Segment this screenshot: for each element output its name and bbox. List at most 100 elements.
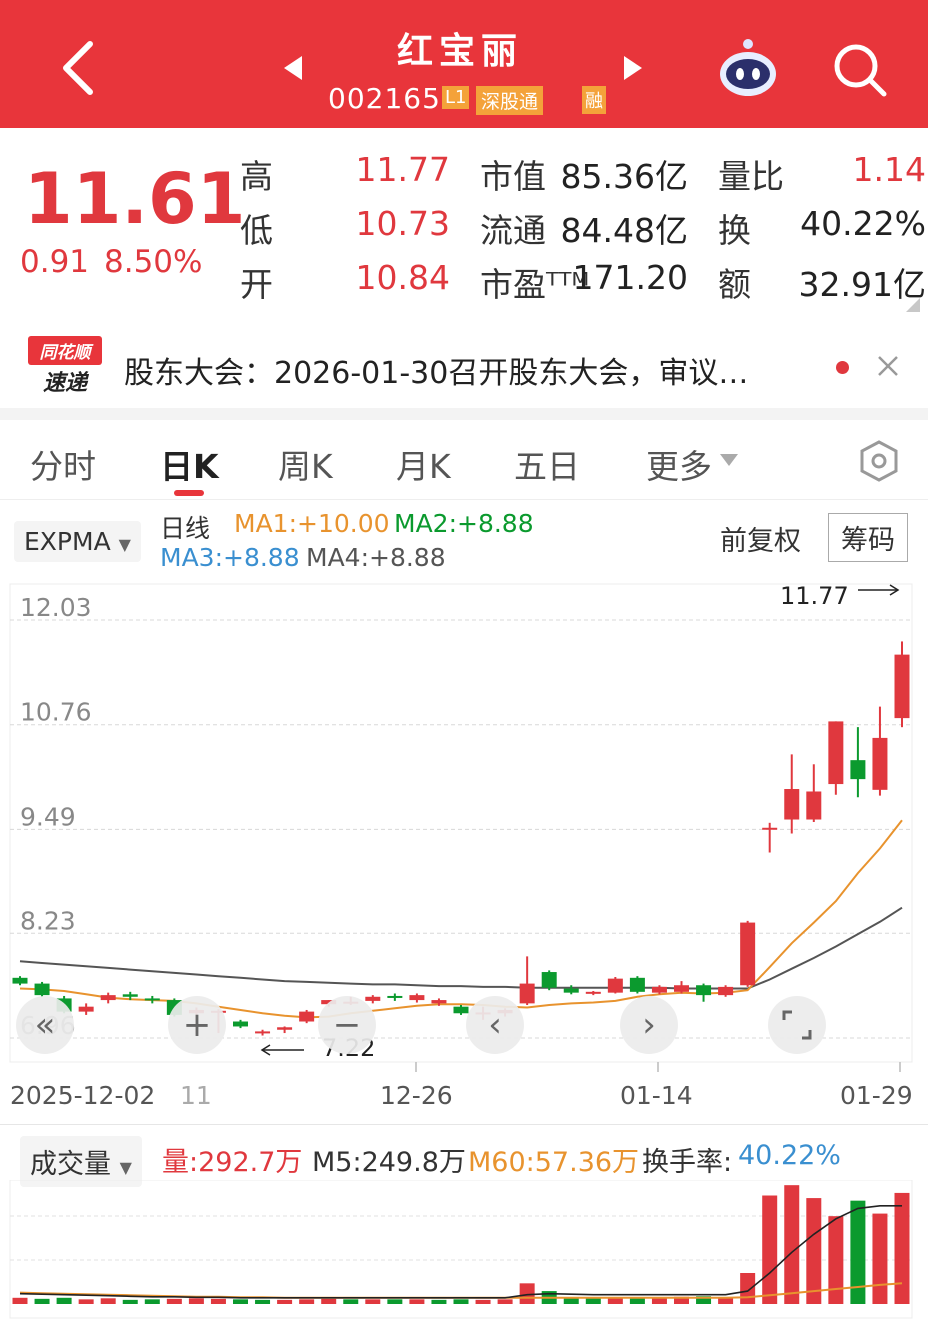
candle-body <box>78 1006 94 1012</box>
candle-body <box>762 827 778 830</box>
tab-weekly-k[interactable]: 周K <box>278 447 333 486</box>
volume-bar <box>34 1298 50 1304</box>
chips-button[interactable]: 筹码 <box>828 513 908 562</box>
candle-body <box>387 995 403 998</box>
open-label: 开 <box>240 265 273 304</box>
close-icon[interactable] <box>876 354 900 378</box>
adjust-mode[interactable]: 前复权 <box>720 526 801 557</box>
connect-badge: 深股通 <box>476 86 544 115</box>
volume-bar <box>784 1185 800 1304</box>
x-tick-label: 12-26 <box>380 1081 453 1110</box>
dropdown-arrow-icon: ▼ <box>118 535 131 554</box>
active-tab-indicator <box>174 490 204 496</box>
candle-body <box>607 978 623 993</box>
indicator-selector[interactable]: EXPMA ▼ <box>14 521 141 562</box>
candle-body <box>563 988 579 993</box>
candle-body <box>674 985 689 992</box>
x-tick-label: 11 <box>180 1081 212 1110</box>
search-icon[interactable] <box>832 42 888 98</box>
axis-labels: 12.0310.769.498.236.9611.777.222025-12-0… <box>10 582 913 1110</box>
zoom-out-icon[interactable]: − <box>318 996 376 1054</box>
volume-bar <box>122 1299 138 1304</box>
volume-bar <box>365 1299 381 1304</box>
pe-label: 市盈ᵀᵀᴹ <box>480 265 590 304</box>
ma1-legend: MA1:+10.00 <box>234 509 390 538</box>
volume-bar <box>56 1297 72 1304</box>
hexagon-gear-icon[interactable] <box>858 440 900 482</box>
volume-bar <box>674 1296 689 1304</box>
tab-daily-k[interactable]: 日K <box>160 447 219 486</box>
turnover-rate-label: 换手率: <box>642 1147 733 1178</box>
back-icon[interactable] <box>58 40 98 96</box>
volume-bar <box>343 1299 359 1304</box>
candle-body <box>541 972 557 988</box>
news-source-logo: 同花顺 速递 <box>28 336 102 396</box>
high-marker-label: 11.77 <box>780 582 849 610</box>
news-ticker[interactable]: 同花顺 速递 股东大会：2026-01-30召开股东大会，审议… <box>0 322 928 410</box>
volume-bar <box>806 1198 822 1304</box>
y-tick-label: 10.76 <box>20 698 92 727</box>
tab-intraday[interactable]: 分时 <box>30 447 96 486</box>
candle-body <box>409 995 425 1001</box>
x-tick-label: 2025-12-02 <box>10 1081 155 1110</box>
period-label: 日线 <box>160 514 211 543</box>
y-tick-label: 9.49 <box>20 802 76 831</box>
section-divider <box>0 408 928 420</box>
fast-rewind-icon[interactable]: « <box>16 996 74 1054</box>
volume-bar <box>585 1298 601 1304</box>
next-stock-icon[interactable] <box>622 54 644 82</box>
candlestick-chart[interactable]: 12.0310.769.498.236.9611.777.222025-12-0… <box>0 578 928 1118</box>
volume-value: 量:292.7万 <box>162 1147 303 1178</box>
float-label: 流通 <box>480 211 546 250</box>
unread-dot <box>836 361 849 374</box>
float-value: 84.48亿 <box>560 211 688 250</box>
volume-selector-label: 成交量 <box>30 1149 111 1180</box>
zoom-in-icon[interactable]: + <box>168 996 226 1054</box>
expand-corner-icon[interactable] <box>906 298 920 312</box>
m60-value: M60:57.36万 <box>468 1147 640 1178</box>
tab-monthly-k[interactable]: 月K <box>396 447 451 486</box>
chart-grid <box>9 583 913 1063</box>
volume-bar <box>651 1297 667 1304</box>
arrow-right-icon <box>889 584 900 596</box>
candle-body <box>453 1006 469 1014</box>
last-price: 11.61 <box>24 158 246 240</box>
dropdown-arrow-icon: ▼ <box>119 1158 132 1177</box>
volume-bar <box>607 1297 623 1304</box>
amount-value: 32.91亿 <box>798 265 926 304</box>
candle-body <box>299 1011 315 1022</box>
candle-body <box>431 1000 447 1004</box>
tab-five-day[interactable]: 五日 <box>514 447 580 486</box>
volume-chart[interactable] <box>0 1180 928 1319</box>
y-tick-label: 8.23 <box>20 906 76 935</box>
price-change-pct: 8.50% <box>104 244 203 280</box>
ma4-legend: MA4:+8.88 <box>306 543 446 572</box>
volume-bar <box>210 1298 226 1304</box>
fullscreen-icon[interactable] <box>768 996 826 1054</box>
tab-more[interactable]: 更多 <box>646 447 712 486</box>
volume-bar <box>321 1298 337 1304</box>
candle-body <box>784 789 800 820</box>
candle-body <box>277 1027 293 1030</box>
volume-bar <box>387 1299 403 1304</box>
candle-body <box>100 995 116 1001</box>
candle-body <box>365 996 381 1001</box>
scroll-left-icon[interactable]: ‹ <box>466 996 524 1054</box>
scroll-right-icon[interactable]: › <box>620 996 678 1054</box>
news-text[interactable]: 股东大会：2026-01-30召开股东大会，审议… <box>124 356 749 391</box>
robot-icon[interactable] <box>716 38 780 100</box>
volume-indicator-selector[interactable]: 成交量 ▼ <box>20 1136 142 1187</box>
volume-bar <box>563 1297 579 1304</box>
level-badge: L1 <box>442 86 470 109</box>
vol-ratio-value: 1.14 <box>852 150 926 189</box>
volume-ma-lines <box>19 1204 903 1299</box>
stock-name: 红宝丽 <box>396 31 523 72</box>
prev-stock-icon[interactable] <box>282 54 304 82</box>
candle-body <box>12 977 28 984</box>
candle-body <box>144 998 160 1001</box>
volume-bar <box>12 1297 28 1304</box>
logo-line-1: 同花顺 <box>28 336 102 365</box>
candle-body <box>255 1031 271 1034</box>
m5-value: M5:249.8万 <box>312 1147 466 1178</box>
turnover-value: 40.22% <box>800 204 926 243</box>
